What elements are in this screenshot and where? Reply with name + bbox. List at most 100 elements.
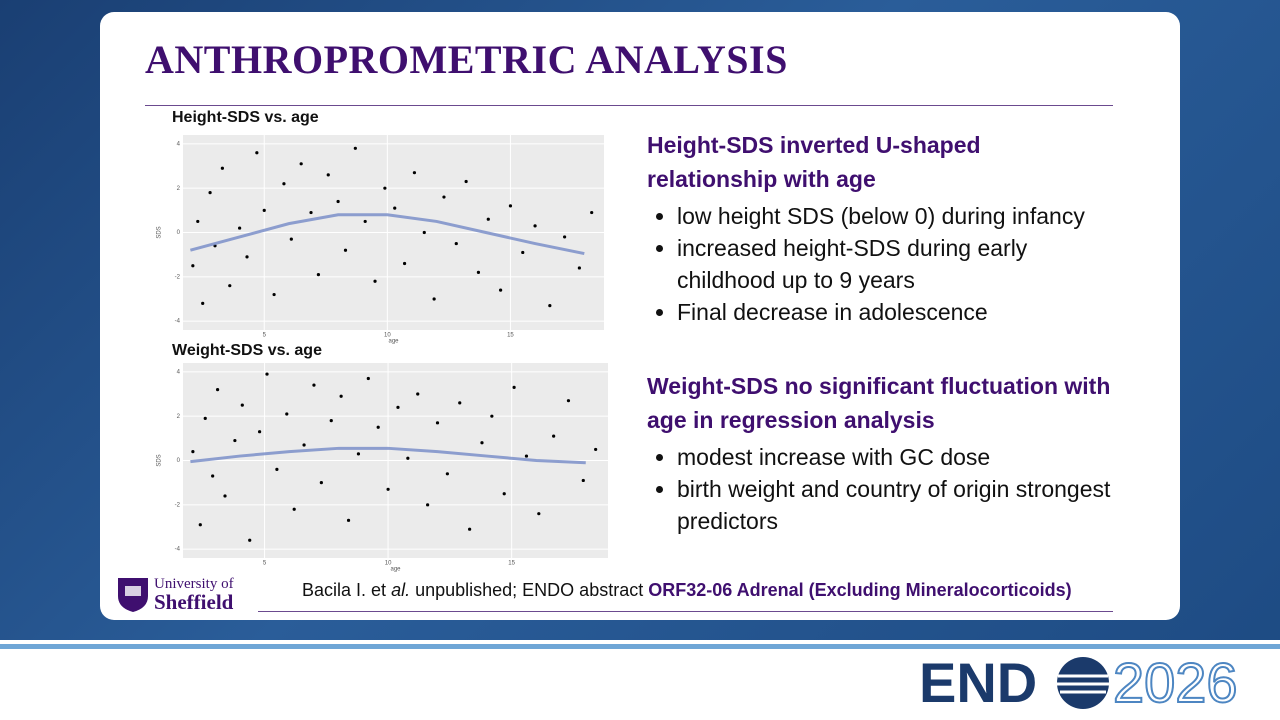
citation-authors: Bacila I. et xyxy=(302,580,387,600)
point xyxy=(262,208,266,212)
finding-list: low height SDS (below 0) during infancy … xyxy=(647,200,1147,328)
point xyxy=(383,186,387,190)
citation: Bacila I. et al. unpublished; ENDO abstr… xyxy=(302,580,1072,601)
x-tick-label: 10 xyxy=(385,561,392,567)
trend-line xyxy=(189,213,585,256)
point xyxy=(248,538,252,542)
event-name: END xyxy=(919,652,1037,714)
point xyxy=(486,217,490,221)
point xyxy=(442,195,446,199)
point xyxy=(432,297,436,301)
point xyxy=(521,250,525,255)
point xyxy=(292,507,296,511)
point xyxy=(552,434,556,438)
point xyxy=(265,372,269,376)
point xyxy=(412,171,417,175)
point xyxy=(590,210,594,215)
point xyxy=(373,279,377,283)
x-tick-label: 5 xyxy=(263,333,267,339)
university-logo: University of Sheffield xyxy=(116,574,256,619)
point xyxy=(524,454,529,458)
point xyxy=(191,450,195,454)
point xyxy=(316,273,321,277)
point xyxy=(537,512,541,516)
point xyxy=(223,494,227,498)
point xyxy=(566,399,571,403)
point xyxy=(445,472,449,476)
point xyxy=(577,266,581,270)
bullet: Final decrease in adolescence xyxy=(677,296,1117,328)
finding: Weight-SDS no significant fluctuation wi… xyxy=(647,369,1147,537)
point xyxy=(289,237,293,241)
point xyxy=(366,376,370,381)
point xyxy=(275,467,279,471)
bullet: low height SDS (below 0) during infancy xyxy=(677,200,1117,232)
point xyxy=(272,292,276,297)
citation-etal: al. xyxy=(391,580,411,600)
x-tick-label: 10 xyxy=(384,333,391,339)
point xyxy=(346,518,351,522)
point xyxy=(201,301,205,306)
x-tick-label: 5 xyxy=(263,561,267,567)
point xyxy=(548,304,552,308)
point xyxy=(196,219,200,224)
point xyxy=(563,235,567,239)
point xyxy=(356,452,361,456)
point xyxy=(339,394,343,398)
point xyxy=(363,219,367,224)
point xyxy=(215,387,220,392)
y-axis-label: SDS xyxy=(157,454,163,466)
point xyxy=(393,206,397,210)
y-tick-label: -2 xyxy=(175,502,181,508)
point xyxy=(454,241,458,246)
point xyxy=(498,288,503,292)
point xyxy=(302,443,306,447)
x-tick-label: 15 xyxy=(507,333,514,339)
logo-line: Sheffield xyxy=(154,590,234,614)
point xyxy=(203,416,207,420)
globe-lines xyxy=(1057,674,1109,694)
point xyxy=(435,421,440,425)
point xyxy=(581,478,585,483)
point xyxy=(490,414,494,418)
point xyxy=(468,527,472,531)
point xyxy=(211,474,215,478)
point xyxy=(257,430,262,434)
point xyxy=(220,166,224,170)
point xyxy=(512,385,516,389)
point xyxy=(245,255,249,259)
citation-abstract: ORF32-06 Adrenal (Excluding Mineralocort… xyxy=(648,580,1072,600)
point xyxy=(240,403,244,407)
footer-line xyxy=(0,644,1280,649)
point xyxy=(416,392,420,396)
point xyxy=(191,264,195,268)
finding-heading: Weight-SDS no significant fluctuation wi… xyxy=(647,373,1111,433)
point xyxy=(406,456,410,460)
point xyxy=(336,199,340,204)
y-tick-label: -4 xyxy=(175,547,181,553)
point xyxy=(386,487,390,491)
finding: Height-SDS inverted U-shaped relationshi… xyxy=(647,128,1147,328)
point xyxy=(198,523,202,527)
chart-title: Weight-SDS vs. age xyxy=(172,342,322,359)
bullet: increased height-SDS during early childh… xyxy=(677,232,1117,296)
logo-graphic: University of Sheffield xyxy=(118,576,234,614)
y-axis-label: SDS xyxy=(157,226,163,238)
trend-line xyxy=(190,446,586,465)
point xyxy=(480,441,484,445)
point xyxy=(329,419,333,423)
y-tick-label: 4 xyxy=(177,141,181,147)
x-axis-label: age xyxy=(390,567,401,573)
point xyxy=(353,146,357,150)
y-tick-label: 2 xyxy=(177,186,181,192)
point xyxy=(228,284,232,288)
finding-heading: Height-SDS inverted U-shaped relationshi… xyxy=(647,132,981,192)
point xyxy=(319,481,323,485)
point xyxy=(255,151,259,155)
y-tick-label: -4 xyxy=(175,319,181,325)
point xyxy=(533,224,537,228)
point xyxy=(233,438,237,443)
point xyxy=(464,179,468,184)
point xyxy=(426,503,430,507)
